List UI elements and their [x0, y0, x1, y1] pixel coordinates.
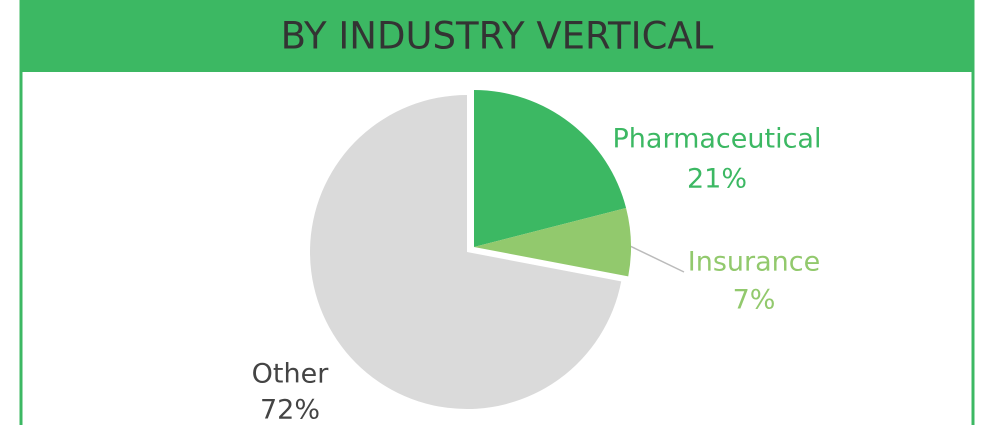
slice-label: Pharmaceutical	[613, 124, 822, 155]
slice-label: Insurance	[688, 247, 820, 278]
pie-slice	[474, 90, 627, 247]
header-bar	[20, 0, 974, 72]
leader-line	[629, 245, 685, 273]
slice-value-label: 7%	[733, 285, 776, 316]
pie-slice	[310, 95, 622, 409]
slice-value-label: 21%	[687, 164, 747, 195]
pie-slice	[474, 207, 631, 277]
slice-label: Other	[252, 359, 330, 390]
chart-title: BY INDUSTRY VERTICAL	[281, 15, 714, 58]
slice-value-label: 72%	[260, 395, 320, 425]
